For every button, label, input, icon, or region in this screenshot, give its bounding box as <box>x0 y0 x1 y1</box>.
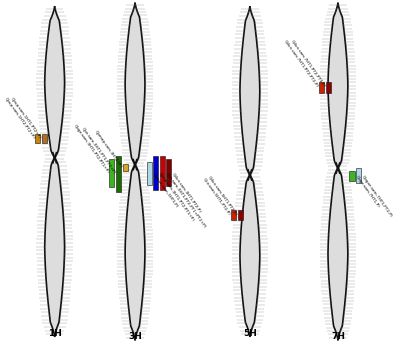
Text: Qpmap.sam-3HT2+P): Qpmap.sam-3HT2+P) <box>94 129 123 168</box>
Bar <box>231 210 236 220</box>
Text: Qpup.sam-1HT2-PT2+P): Qpup.sam-1HT2-PT2+P) <box>3 97 35 140</box>
Text: Qbge.sam-3HT1-PT2-PT1+P): Qbge.sam-3HT1-PT2-PT1+P) <box>72 124 110 174</box>
Bar <box>319 82 324 93</box>
Bar <box>35 134 40 143</box>
Bar <box>356 168 361 183</box>
Text: Qbge.sam-7HT1-P): Qbge.sam-7HT1-P) <box>354 175 380 209</box>
Bar <box>123 164 128 171</box>
Text: Qpe.sam-3HT1-PT2-PT1+PT2+P): Qpe.sam-3HT1-PT2-PT1+PT2+P) <box>164 172 206 229</box>
Bar <box>166 159 171 186</box>
Text: Qpup.sam-1HT1-PT2+P): Qpup.sam-1HT1-PT2+P) <box>10 97 42 140</box>
Bar <box>326 82 331 93</box>
Text: Qpe.sam-3HT1-PT1-PT2+P): Qpe.sam-3HT1-PT1-PT2+P) <box>81 127 116 175</box>
Text: Qbgue.sam-7HT1-PT2-P): Qbgue.sam-7HT1-PT2-P) <box>361 174 393 218</box>
Bar <box>160 156 165 190</box>
Bar <box>238 210 243 220</box>
Text: Qbgue.sam-3HT1-P): Qbgue.sam-3HT1-P) <box>151 173 178 209</box>
Text: Qdun.sam-5HT1-PT2-P): Qdun.sam-5HT1-PT2-P) <box>207 175 238 216</box>
Text: 1H: 1H <box>48 329 62 338</box>
Bar <box>153 156 158 190</box>
Text: Qdun.sam-3HT1-PT2-P): Qdun.sam-3HT1-PT2-P) <box>171 172 202 213</box>
Bar <box>116 156 121 192</box>
Text: Qpup.sam-3HT1-PT2-PT1+P): Qpup.sam-3HT1-PT2-PT1+P) <box>158 172 195 223</box>
Text: 5H: 5H <box>243 329 257 338</box>
Text: Qco.sam-5HT1-PT2-P): Qco.sam-5HT1-PT2-P) <box>202 177 231 216</box>
Bar <box>42 134 47 143</box>
Text: 7H: 7H <box>331 332 345 341</box>
Bar <box>146 162 152 185</box>
Bar <box>349 171 355 181</box>
Text: Qdun.sam-7HT1-PT2-PT3-P): Qdun.sam-7HT1-PT2-PT3-P) <box>290 39 326 88</box>
Text: Qdun.sam-7HT1-PT2-PT2-P): Qdun.sam-7HT1-PT2-PT2-P) <box>283 39 319 88</box>
Text: 3H: 3H <box>128 332 142 341</box>
Bar <box>109 159 114 187</box>
